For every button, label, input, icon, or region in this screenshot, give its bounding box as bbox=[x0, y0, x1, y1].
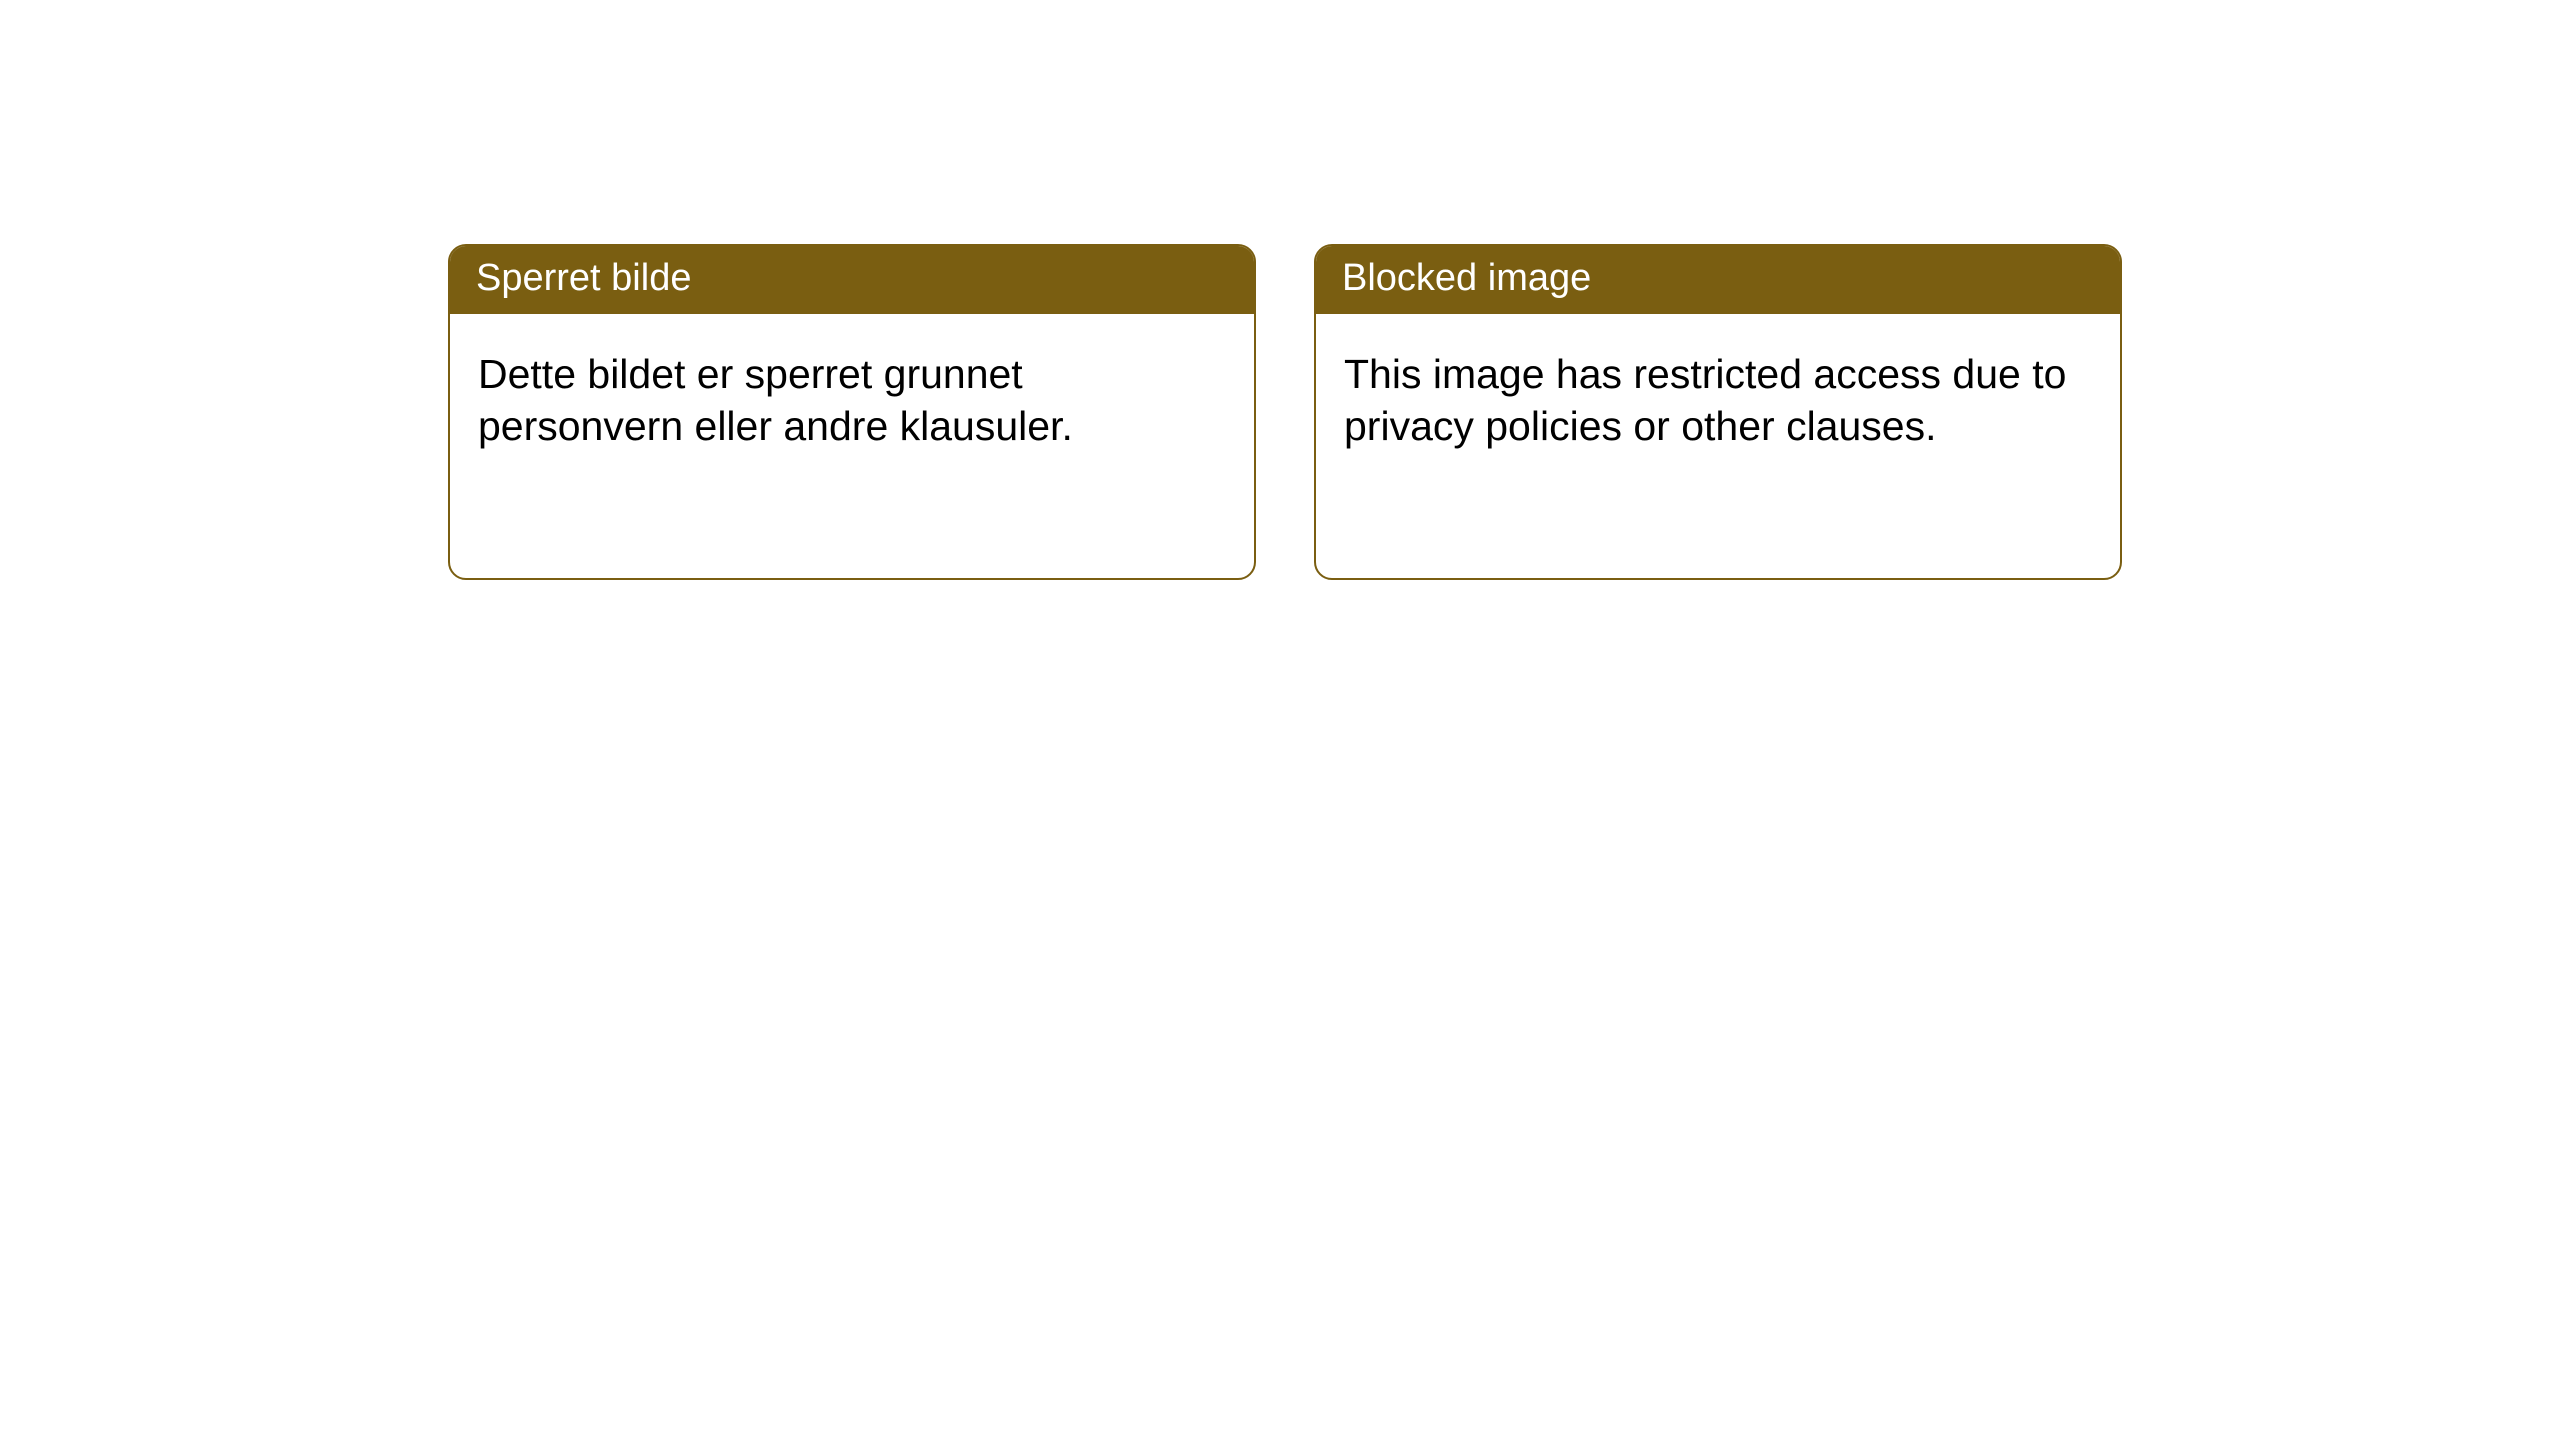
notice-title-english: Blocked image bbox=[1316, 246, 2120, 314]
notice-card-english: Blocked image This image has restricted … bbox=[1314, 244, 2122, 580]
notice-card-norwegian: Sperret bilde Dette bildet er sperret gr… bbox=[448, 244, 1256, 580]
notice-container: Sperret bilde Dette bildet er sperret gr… bbox=[0, 0, 2560, 580]
notice-body-english: This image has restricted access due to … bbox=[1316, 314, 2120, 487]
notice-title-norwegian: Sperret bilde bbox=[450, 246, 1254, 314]
notice-body-norwegian: Dette bildet er sperret grunnet personve… bbox=[450, 314, 1254, 487]
